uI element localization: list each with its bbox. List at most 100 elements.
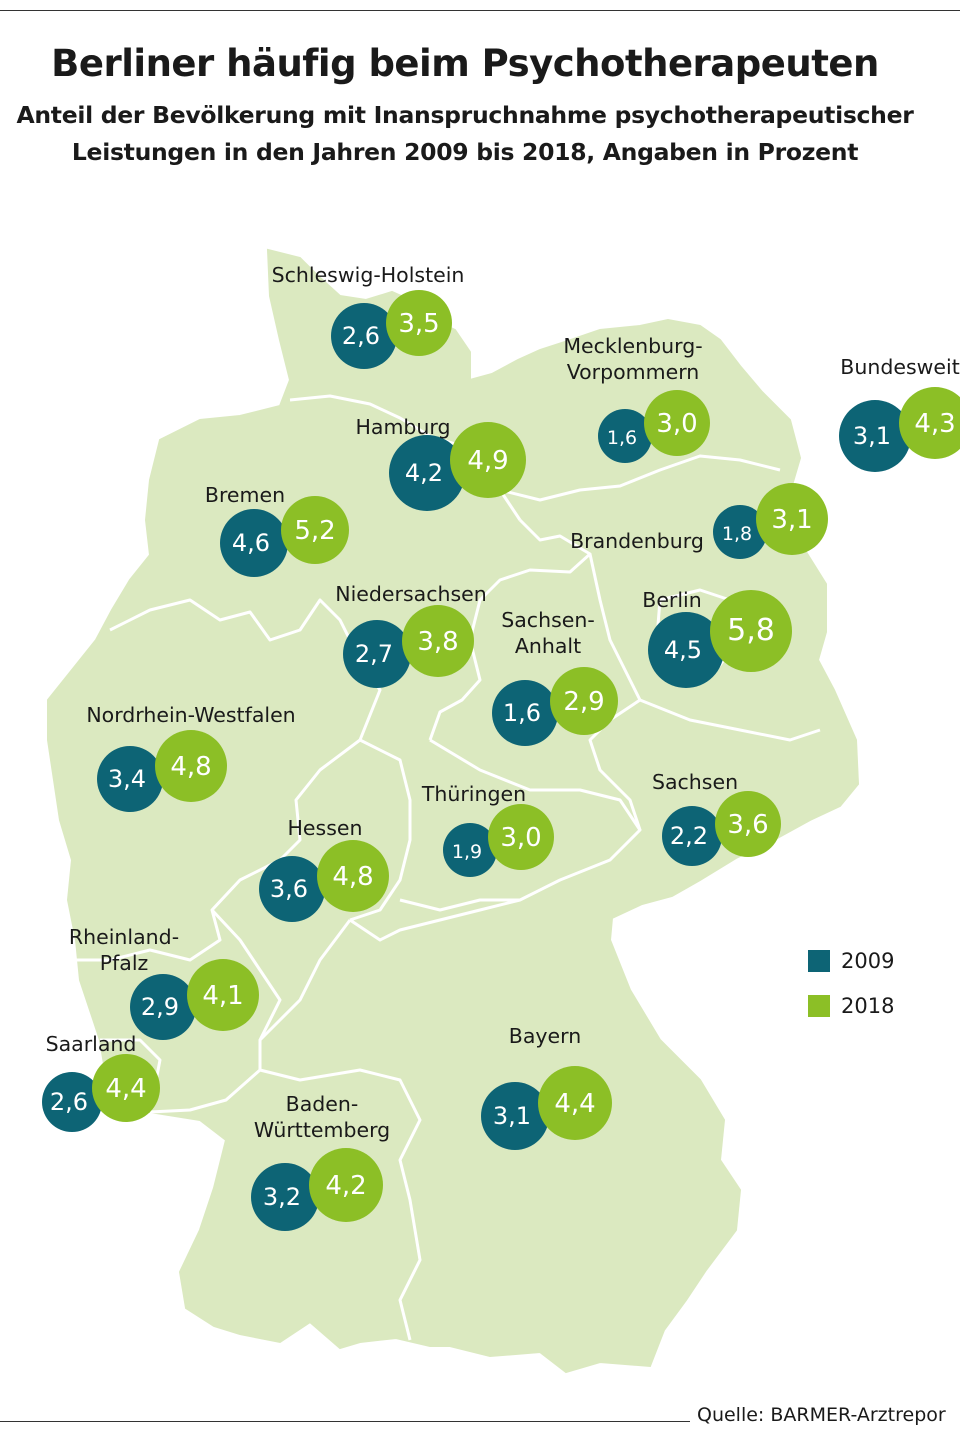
region-label-hamburg: Hamburg — [355, 415, 450, 439]
bubble-2018-bundesweit: 4,3 — [899, 387, 960, 459]
bubbles-layer: 2,6 3,5 1,6 3,0 3,1 4,3 4,2 4,9 4,6 5,2 1,8 3,1 2,7 3… — [42, 290, 960, 1231]
value-2018-sachsen-anhalt: 2,9 — [563, 687, 604, 717]
value-2009-niedersachsen: 2,7 — [355, 640, 393, 668]
value-2018-nordrhein-westfalen: 4,8 — [170, 752, 211, 782]
bubble-2018-baden-wuerttemberg: 4,2 — [309, 1148, 383, 1222]
chart-subtitle-line-2: Leistungen in den Jahren 2009 bis 2018, … — [71, 138, 859, 166]
bubble-2009-saarland: 2,6 — [42, 1072, 102, 1132]
border-st-sn — [588, 698, 642, 831]
value-2009-mecklenburg-vorpommern: 1,6 — [607, 427, 637, 449]
bubble-2018-brandenburg: 3,1 — [756, 483, 828, 555]
region-label-bundesweit: Bundesweit — [840, 355, 959, 379]
bubble-2009-nordrhein-westfalen: 3,4 — [97, 746, 163, 812]
bubble-2009-berlin: 4,5 — [648, 612, 724, 688]
region-label-nordrhein-westfalen: Nordrhein-Westfalen — [86, 703, 295, 727]
region-label-bremen: Bremen — [205, 483, 285, 507]
region-label-brandenburg: Brandenburg — [570, 529, 704, 553]
value-2018-bayern: 4,4 — [554, 1089, 595, 1119]
value-2009-sachsen: 2,2 — [670, 822, 708, 850]
region-label-sachsen-anhalt: Sachsen-Anhalt — [501, 608, 595, 658]
bubble-2018-sachsen: 3,6 — [715, 791, 781, 857]
border-bb-sn — [639, 698, 821, 742]
bubble-2009-brandenburg: 1,8 — [713, 505, 767, 559]
value-2018-saarland: 4,4 — [105, 1074, 146, 1104]
value-2009-brandenburg: 1,8 — [722, 523, 752, 545]
border-ni-st — [428, 518, 592, 741]
value-2009-schleswig-holstein: 2,6 — [342, 322, 380, 350]
bubble-2018-sachsen-anhalt: 2,9 — [550, 667, 618, 735]
bubble-2018-mecklenburg-vorpommern: 3,0 — [644, 390, 710, 456]
region-label-berlin: Berlin — [642, 588, 702, 612]
legend-label-2018: 2018 — [841, 994, 895, 1018]
border-by-th — [349, 898, 521, 942]
bubble-2018-schleswig-holstein: 3,5 — [386, 290, 452, 356]
region-label-saarland: Saarland — [46, 1032, 137, 1056]
region-label-thueringen: Thüringen — [421, 782, 526, 806]
border-mv-bb — [499, 454, 781, 502]
value-2009-bayern: 3,1 — [493, 1102, 531, 1130]
bubble-2018-hamburg: 4,9 — [450, 422, 526, 498]
bubble-2009-bundesweit: 3,1 — [839, 400, 911, 472]
legend-swatch-2018 — [808, 995, 830, 1017]
bubble-2009-sachsen: 2,2 — [662, 806, 722, 866]
bubble-2009-sachsen-anhalt: 1,6 — [492, 680, 558, 746]
border-bw-by — [259, 1068, 422, 1341]
value-2018-sachsen: 3,6 — [727, 810, 768, 840]
region-label-schleswig-holstein: Schleswig-Holstein — [272, 263, 465, 287]
value-2018-hessen: 4,8 — [332, 862, 373, 892]
bubble-2018-bayern: 4,4 — [538, 1066, 612, 1140]
bubble-2009-bremen: 4,6 — [220, 509, 288, 577]
legend-label-2009: 2009 — [841, 949, 895, 973]
region-label-rheinland-pfalz: Rheinland-Pfalz — [69, 925, 179, 975]
border-rp-he — [210, 908, 282, 1041]
bottom-rule — [0, 1421, 690, 1422]
value-2009-sachsen-anhalt: 1,6 — [503, 699, 541, 727]
bubble-2009-niedersachsen: 2,7 — [343, 620, 411, 688]
bubble-2018-nordrhein-westfalen: 4,8 — [155, 730, 227, 802]
value-2009-hamburg: 4,2 — [405, 459, 443, 487]
value-2009-berlin: 4,5 — [664, 636, 702, 664]
border-rp-bw — [149, 1068, 261, 1114]
value-2009-thueringen: 1,9 — [452, 841, 482, 863]
value-2018-thueringen: 3,0 — [500, 823, 541, 853]
top-rule — [0, 10, 960, 11]
labels-layer: Schleswig-Holstein Mecklenburg-Vorpommern… — [46, 263, 960, 1142]
border-he-by — [258, 919, 352, 1070]
value-2018-berlin: 5,8 — [727, 613, 775, 648]
value-2018-rheinland-pfalz: 4,1 — [202, 981, 243, 1011]
bubble-2009-mecklenburg-vorpommern: 1,6 — [598, 409, 652, 463]
value-2018-brandenburg: 3,1 — [771, 505, 812, 535]
region-label-baden-wuerttemberg: Baden-Württemberg — [254, 1092, 390, 1142]
border-nw-he — [76, 738, 361, 962]
value-2018-niedersachsen: 3,8 — [417, 627, 458, 657]
value-2009-rheinland-pfalz: 2,9 — [141, 993, 179, 1021]
value-2009-bundesweit: 3,1 — [853, 422, 891, 450]
region-label-bayern: Bayern — [509, 1024, 581, 1048]
region-label-sachsen: Sachsen — [652, 770, 738, 794]
value-2009-baden-wuerttemberg: 3,2 — [263, 1183, 301, 1211]
bubble-2018-hessen: 4,8 — [317, 840, 389, 912]
region-label-mecklenburg-vorpommern: Mecklenburg-Vorpommern — [563, 334, 702, 384]
value-2018-bremen: 5,2 — [294, 516, 335, 546]
bubble-2018-saarland: 4,4 — [92, 1054, 160, 1122]
border-he-th — [349, 738, 412, 922]
bubble-2009-baden-wuerttemberg: 3,2 — [251, 1163, 319, 1231]
bubble-2009-hamburg: 4,2 — [389, 435, 465, 511]
value-2009-bremen: 4,6 — [232, 529, 270, 557]
legend-swatch-2009 — [808, 950, 830, 972]
value-2018-mecklenburg-vorpommern: 3,0 — [656, 409, 697, 439]
bubble-2009-bayern: 3,1 — [481, 1082, 549, 1150]
value-2009-saarland: 2,6 — [50, 1088, 88, 1116]
region-label-hessen: Hessen — [288, 816, 363, 840]
value-2018-schleswig-holstein: 3,5 — [398, 309, 439, 339]
value-2009-hessen: 3,6 — [270, 875, 308, 903]
chart-subtitle-line-1: Anteil der Bevölkerung mit Inanspruchnah… — [16, 101, 914, 129]
value-2018-hamburg: 4,9 — [467, 446, 508, 476]
value-2018-bundesweit: 4,3 — [914, 409, 955, 439]
bubble-2009-schleswig-holstein: 2,6 — [331, 303, 397, 369]
bubble-2009-thueringen: 1,9 — [443, 823, 497, 877]
bubble-2018-bremen: 5,2 — [281, 496, 349, 564]
bubble-2009-hessen: 3,6 — [259, 856, 325, 922]
region-label-niedersachsen: Niedersachsen — [335, 582, 487, 606]
